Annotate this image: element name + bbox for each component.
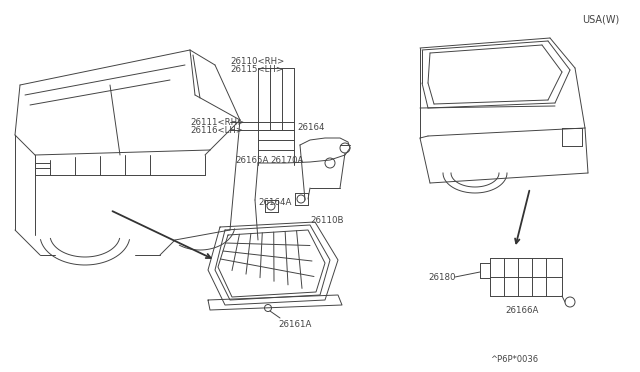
Text: 26110<RH>: 26110<RH> <box>230 57 284 66</box>
Text: 26110B: 26110B <box>310 216 344 225</box>
Text: 26170A: 26170A <box>270 156 303 165</box>
Text: 26111<RH>: 26111<RH> <box>190 118 244 127</box>
Text: 26164: 26164 <box>297 123 324 132</box>
Text: 26165A: 26165A <box>235 156 268 165</box>
Text: 26115<LH>: 26115<LH> <box>230 65 283 74</box>
Text: 26161A: 26161A <box>278 320 312 329</box>
Text: 26166A: 26166A <box>505 306 538 315</box>
Text: ^P6P*0036: ^P6P*0036 <box>490 355 538 364</box>
Text: 26116<LH>: 26116<LH> <box>190 126 243 135</box>
Text: 26164A: 26164A <box>258 198 291 207</box>
Text: 26180: 26180 <box>428 273 456 282</box>
Text: USA(W): USA(W) <box>582 14 620 24</box>
